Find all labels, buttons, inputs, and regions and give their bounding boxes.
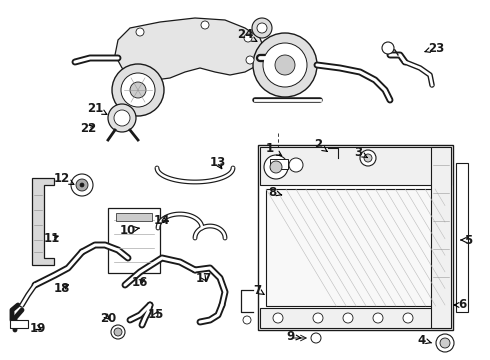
Polygon shape bbox=[115, 18, 265, 80]
Text: 11: 11 bbox=[44, 231, 60, 244]
Circle shape bbox=[201, 21, 209, 29]
Text: 21: 21 bbox=[87, 102, 107, 114]
Circle shape bbox=[273, 313, 283, 323]
Text: 2: 2 bbox=[314, 139, 327, 152]
Circle shape bbox=[257, 23, 267, 33]
Circle shape bbox=[436, 334, 454, 352]
Text: 18: 18 bbox=[54, 282, 70, 294]
Text: 24: 24 bbox=[237, 28, 257, 41]
Bar bbox=[10, 320, 28, 328]
Text: 3: 3 bbox=[354, 145, 368, 158]
Text: 13: 13 bbox=[210, 157, 226, 170]
Text: 16: 16 bbox=[132, 275, 148, 288]
Circle shape bbox=[121, 73, 155, 107]
Text: 12: 12 bbox=[54, 171, 74, 184]
Circle shape bbox=[263, 43, 307, 87]
Text: 22: 22 bbox=[80, 122, 96, 135]
Bar bbox=[456, 163, 468, 312]
Circle shape bbox=[112, 64, 164, 116]
Circle shape bbox=[114, 110, 130, 126]
Circle shape bbox=[253, 33, 317, 97]
Circle shape bbox=[264, 155, 288, 179]
Text: 1: 1 bbox=[266, 141, 282, 156]
Circle shape bbox=[244, 34, 252, 42]
Circle shape bbox=[246, 56, 254, 64]
Circle shape bbox=[343, 313, 353, 323]
Circle shape bbox=[311, 333, 321, 343]
Circle shape bbox=[136, 28, 144, 36]
Text: 17: 17 bbox=[196, 271, 212, 284]
Text: 6: 6 bbox=[454, 298, 466, 311]
Circle shape bbox=[252, 18, 272, 38]
Text: 8: 8 bbox=[268, 185, 282, 198]
Bar bbox=[266, 189, 445, 306]
Circle shape bbox=[80, 183, 84, 187]
Circle shape bbox=[71, 174, 93, 196]
Text: 7: 7 bbox=[253, 284, 264, 297]
Circle shape bbox=[403, 313, 413, 323]
Bar bbox=[270, 159, 288, 169]
Polygon shape bbox=[32, 178, 54, 265]
Text: 5: 5 bbox=[461, 234, 472, 247]
Text: 14: 14 bbox=[154, 213, 170, 226]
Circle shape bbox=[243, 316, 251, 324]
Text: 15: 15 bbox=[148, 309, 164, 321]
Bar bbox=[258, 145, 453, 330]
Circle shape bbox=[111, 325, 125, 339]
Text: 10: 10 bbox=[120, 224, 139, 237]
Text: 23: 23 bbox=[425, 41, 444, 54]
Circle shape bbox=[289, 158, 303, 172]
Bar bbox=[260, 147, 451, 185]
Circle shape bbox=[440, 338, 450, 348]
Circle shape bbox=[373, 313, 383, 323]
Circle shape bbox=[313, 313, 323, 323]
Text: 9: 9 bbox=[286, 330, 301, 343]
Text: 20: 20 bbox=[100, 311, 116, 324]
Text: 19: 19 bbox=[30, 321, 46, 334]
Bar bbox=[116, 213, 152, 221]
Circle shape bbox=[360, 150, 376, 166]
Circle shape bbox=[130, 82, 146, 98]
Circle shape bbox=[76, 179, 88, 191]
Circle shape bbox=[382, 42, 394, 54]
Circle shape bbox=[270, 161, 282, 173]
Text: 4: 4 bbox=[418, 333, 432, 346]
Circle shape bbox=[275, 55, 295, 75]
Circle shape bbox=[108, 104, 136, 132]
Bar bbox=[260, 308, 451, 328]
Circle shape bbox=[114, 328, 122, 336]
Circle shape bbox=[364, 154, 372, 162]
Bar bbox=[431, 147, 451, 328]
Bar bbox=[108, 208, 160, 273]
